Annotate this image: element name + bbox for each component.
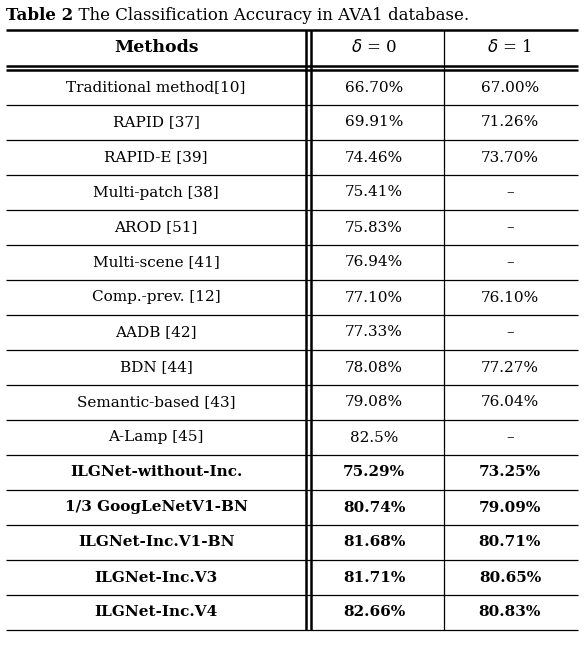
Text: 82.66%: 82.66% [343,605,405,619]
Text: $\delta$ = 1: $\delta$ = 1 [488,39,533,56]
Text: 77.33%: 77.33% [345,325,403,340]
Text: –: – [506,430,514,445]
Text: Methods: Methods [114,39,199,56]
Text: 76.04%: 76.04% [481,396,539,409]
Text: –: – [506,220,514,234]
Text: 79.08%: 79.08% [345,396,403,409]
Text: ILGNet-Inc.V3: ILGNet-Inc.V3 [95,571,218,584]
Text: 73.70%: 73.70% [481,150,539,165]
Text: 79.09%: 79.09% [479,501,541,514]
Text: Multi-scene [41]: Multi-scene [41] [93,255,220,270]
Text: –: – [506,325,514,340]
Text: 80.65%: 80.65% [479,571,541,584]
Text: ILGNet-without-Inc.: ILGNet-without-Inc. [70,466,242,480]
Text: 71.26%: 71.26% [481,115,539,129]
Text: ILGNet-Inc.V4: ILGNet-Inc.V4 [95,605,218,619]
Text: 77.27%: 77.27% [481,361,539,375]
Text: A-Lamp [45]: A-Lamp [45] [109,430,204,445]
Text: BDN [44]: BDN [44] [120,361,193,375]
Text: –: – [506,255,514,270]
Text: RAPID-E [39]: RAPID-E [39] [105,150,208,165]
Text: AROD [51]: AROD [51] [114,220,198,234]
Text: 75.29%: 75.29% [343,466,405,480]
Text: RAPID [37]: RAPID [37] [113,115,200,129]
Text: Comp.-prev. [12]: Comp.-prev. [12] [92,291,221,304]
Text: 69.91%: 69.91% [345,115,404,129]
Text: 80.71%: 80.71% [479,535,541,550]
Text: Table 2: Table 2 [6,7,73,24]
Text: 81.71%: 81.71% [343,571,405,584]
Text: 76.10%: 76.10% [481,291,539,304]
Text: 66.70%: 66.70% [345,81,403,94]
Text: 74.46%: 74.46% [345,150,403,165]
Text: 77.10%: 77.10% [345,291,403,304]
Text: Multi-patch [38]: Multi-patch [38] [93,186,219,199]
Text: 75.41%: 75.41% [345,186,403,199]
Text: 80.74%: 80.74% [343,501,405,514]
Text: 78.08%: 78.08% [345,361,403,375]
Text: 67.00%: 67.00% [481,81,539,94]
Text: 1/3 GoogLeNetV1-BN: 1/3 GoogLeNetV1-BN [65,501,248,514]
Text: Semantic-based [43]: Semantic-based [43] [77,396,235,409]
Text: $\delta$ = 0: $\delta$ = 0 [351,39,397,56]
Text: ILGNet-Inc.V1-BN: ILGNet-Inc.V1-BN [78,535,234,550]
Text: 81.68%: 81.68% [343,535,405,550]
Text: 75.83%: 75.83% [345,220,403,234]
Text: The Classification Accuracy in AVA1 database.: The Classification Accuracy in AVA1 data… [68,7,469,24]
Text: –: – [506,186,514,199]
Text: 73.25%: 73.25% [479,466,541,480]
Text: 80.83%: 80.83% [479,605,541,619]
Text: 76.94%: 76.94% [345,255,403,270]
Text: AADB [42]: AADB [42] [116,325,197,340]
Text: Traditional method[10]: Traditional method[10] [67,81,246,94]
Text: 82.5%: 82.5% [350,430,398,445]
